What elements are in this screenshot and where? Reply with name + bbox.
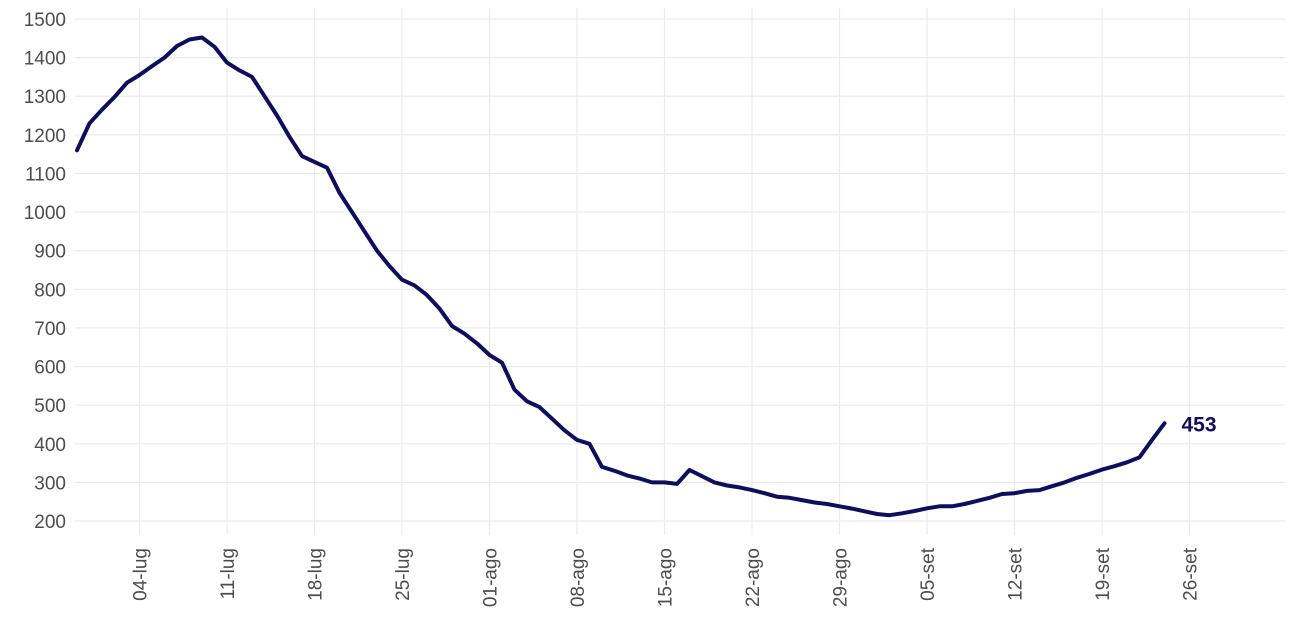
y-tick-label: 300 — [34, 473, 66, 494]
x-tick-label: 05-set — [918, 547, 939, 601]
x-axis-tick-labels: 04-lug 11-lug 18-lug 25-lug 01-ago 08-ago 15-a… — [131, 547, 1202, 607]
x-tick-label: 29-ago — [831, 548, 852, 607]
y-tick-label: 600 — [34, 358, 66, 379]
y-tick-label: 1100 — [25, 164, 66, 185]
series-line — [75, 35, 1167, 518]
x-tick-label: 11-lug — [218, 548, 239, 599]
x-tick-label: 12-set — [1006, 547, 1027, 601]
y-tick-label: 1400 — [24, 49, 66, 70]
x-tick-label: 25-lug — [393, 548, 414, 601]
series-group — [75, 35, 1167, 518]
y-tick-label: 900 — [34, 242, 66, 263]
x-tick-label: 08-ago — [568, 548, 589, 607]
x-tick-label: 01-ago — [481, 548, 502, 607]
y-tick-label: 400 — [34, 435, 66, 456]
y-axis-tick-labels: 200 300 400 500 600 700 800 900 1000 1100 1200 1300… — [24, 10, 66, 533]
y-tick-label: 1300 — [24, 87, 66, 108]
y-tick-label: 200 — [34, 512, 66, 533]
y-tick-label: 1500 — [24, 10, 66, 31]
x-tick-label: 15-ago — [656, 548, 677, 607]
y-tick-label: 1200 — [24, 126, 66, 147]
x-tick-label: 26-set — [1181, 547, 1202, 601]
end-value-label: 453 — [1182, 413, 1217, 436]
x-tick-label: 18-lug — [306, 548, 327, 601]
x-tick-label: 22-ago — [743, 548, 764, 607]
y-tick-label: 500 — [34, 396, 66, 417]
x-tick-label: 04-lug — [131, 548, 152, 601]
grid-lines — [75, 8, 1285, 535]
y-tick-label: 800 — [34, 280, 66, 301]
x-tick-label: 19-set — [1093, 547, 1114, 601]
y-tick-label: 1000 — [24, 203, 66, 224]
y-tick-label: 700 — [34, 319, 66, 340]
